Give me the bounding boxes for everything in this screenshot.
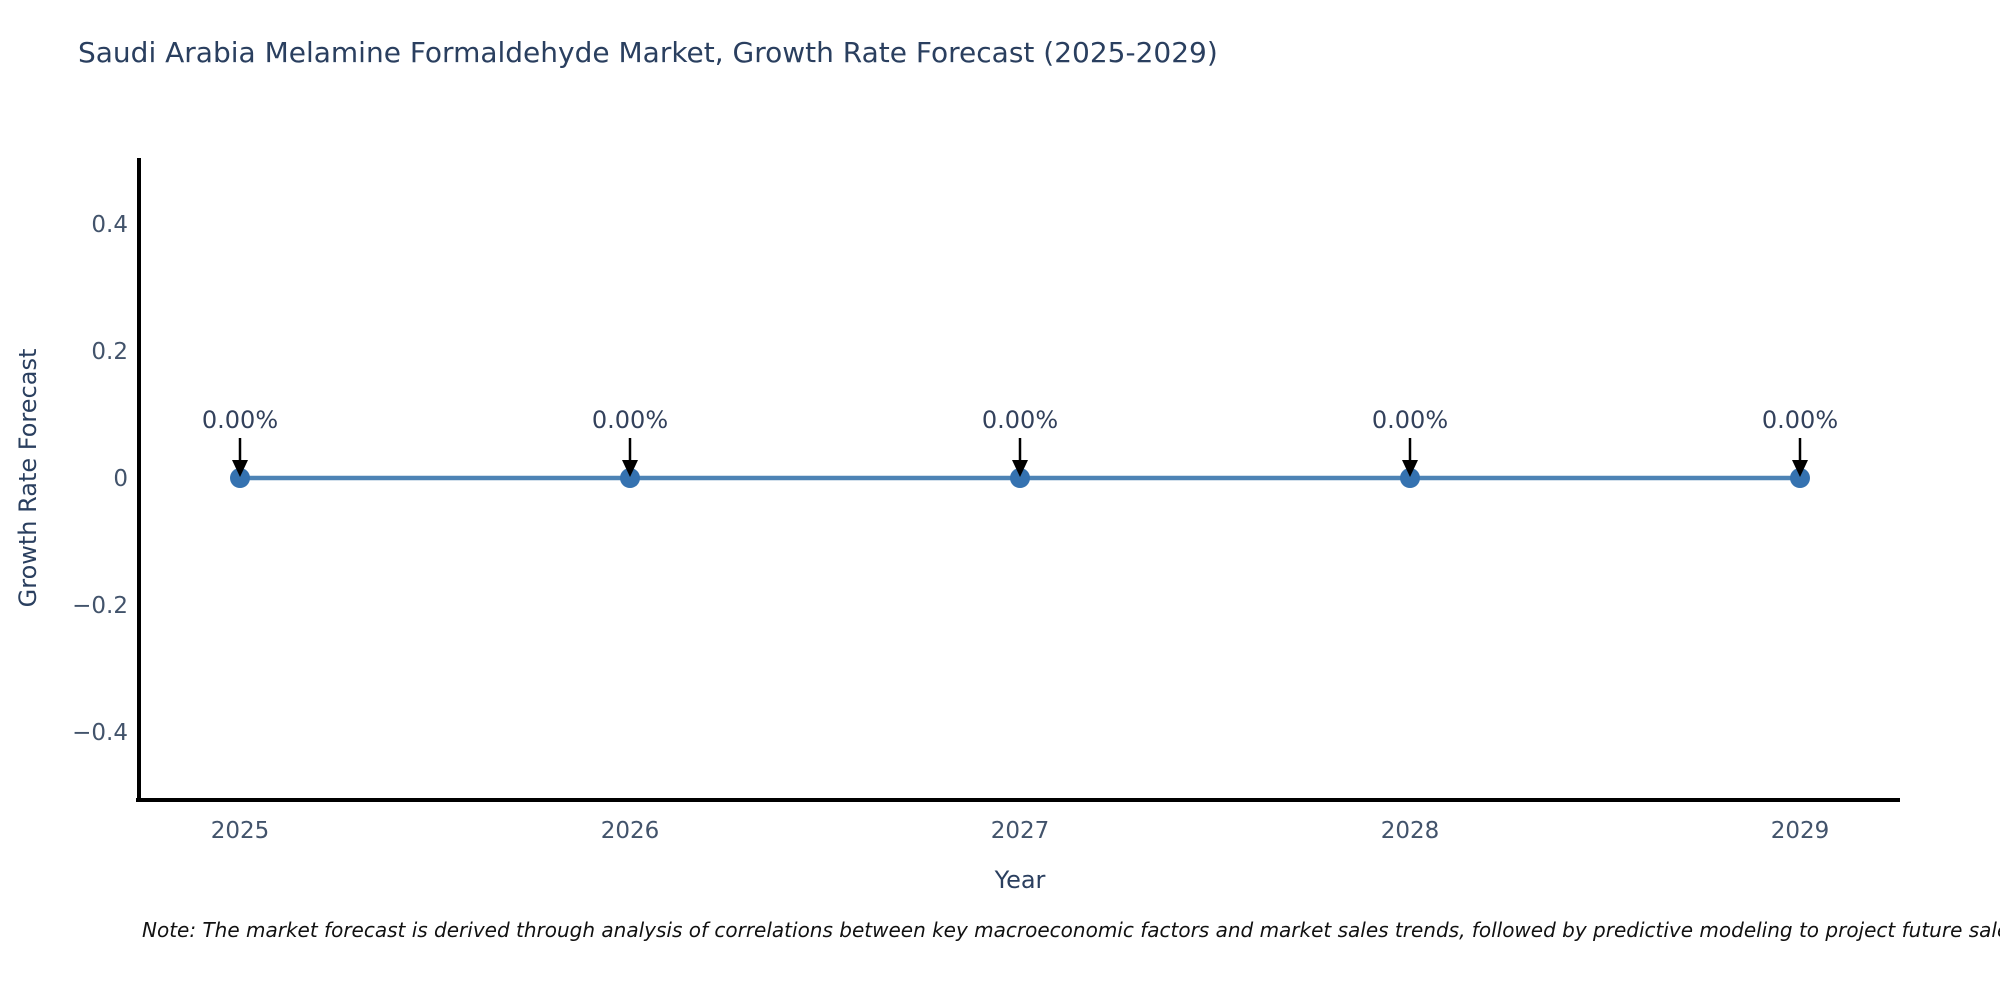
y-tick-label: −0.4 <box>72 720 128 746</box>
x-tick-label: 2027 <box>991 818 1050 844</box>
annotation-arrow-head <box>1792 460 1808 477</box>
data-point-marker <box>1010 468 1030 488</box>
y-tick-label: 0.2 <box>91 339 128 365</box>
point-annotation-label: 0.00% <box>982 406 1058 434</box>
x-tick-label: 2028 <box>1381 818 1440 844</box>
annotation-arrow-head <box>232 460 248 477</box>
footnote: Note: The market forecast is derived thr… <box>142 918 2000 942</box>
data-point-marker <box>1400 468 1420 488</box>
x-tick-label: 2025 <box>211 818 270 844</box>
point-annotation-label: 0.00% <box>1372 406 1448 434</box>
x-tick-label: 2029 <box>1771 818 1830 844</box>
x-tick-label: 2026 <box>601 818 660 844</box>
data-point-marker <box>230 468 250 488</box>
x-axis-title: Year <box>994 866 1046 894</box>
chart-title: Saudi Arabia Melamine Formaldehyde Marke… <box>78 36 1218 69</box>
data-point-marker <box>620 468 640 488</box>
point-annotation-label: 0.00% <box>1762 406 1838 434</box>
data-point-marker <box>1790 468 1810 488</box>
annotation-arrow-head <box>1012 460 1028 477</box>
annotation-arrow-head <box>1402 460 1418 477</box>
y-tick-label: 0.4 <box>91 212 128 238</box>
y-tick-label: −0.2 <box>72 593 128 619</box>
y-tick-label: 0 <box>113 466 128 492</box>
annotation-arrow-head <box>622 460 638 477</box>
point-annotation-label: 0.00% <box>202 406 278 434</box>
point-annotation-label: 0.00% <box>592 406 668 434</box>
